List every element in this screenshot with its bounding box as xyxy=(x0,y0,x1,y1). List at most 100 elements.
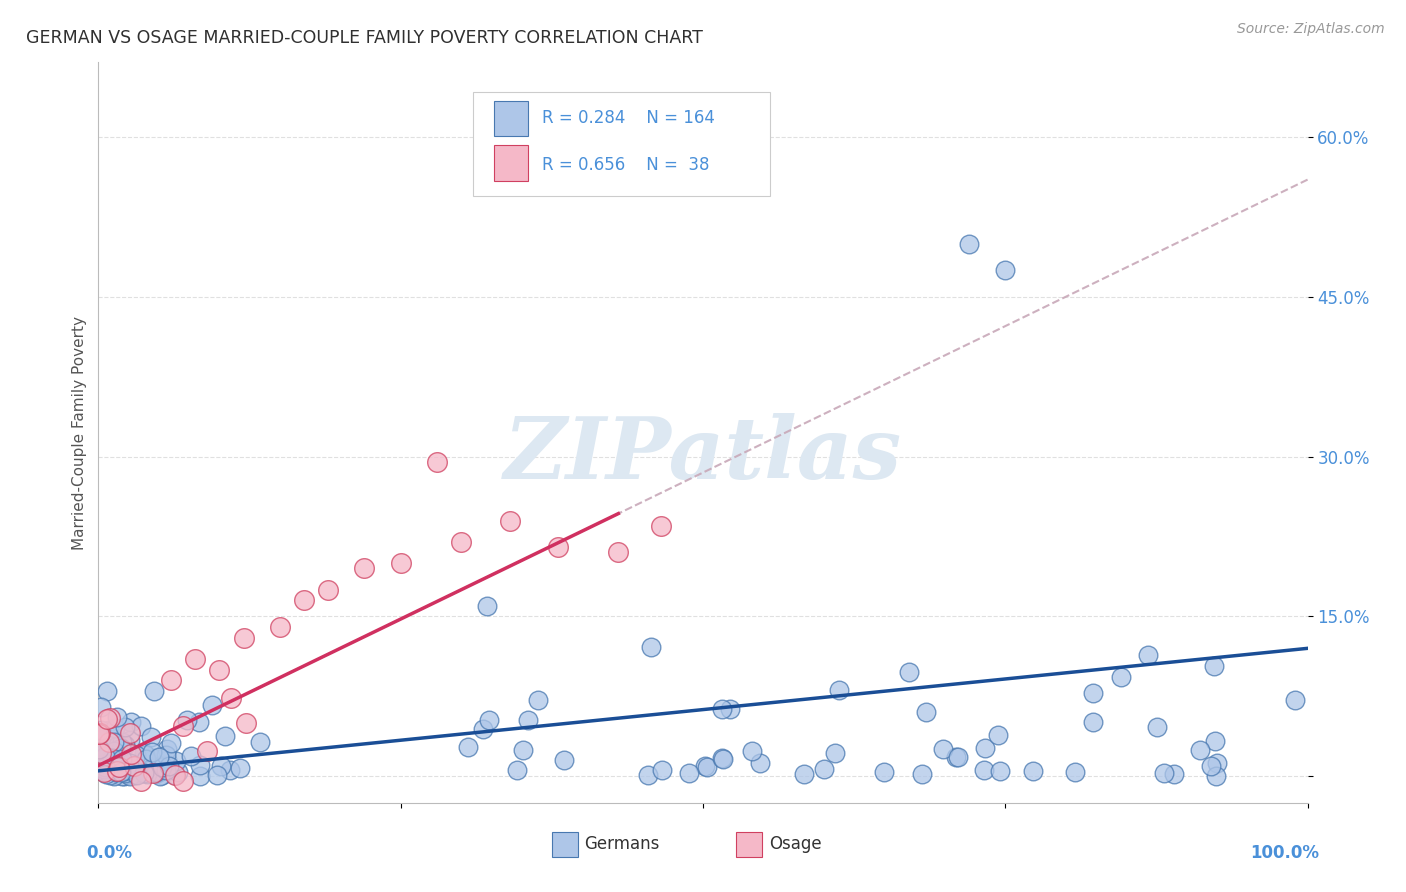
Point xyxy=(121,764,143,779)
Point xyxy=(911,767,934,781)
Point xyxy=(90,757,112,772)
Point xyxy=(506,763,529,777)
Point xyxy=(607,545,630,559)
Point xyxy=(89,743,111,757)
FancyBboxPatch shape xyxy=(551,832,578,857)
FancyBboxPatch shape xyxy=(474,92,769,195)
Point xyxy=(526,692,548,706)
Point xyxy=(96,712,118,726)
Point xyxy=(208,663,231,677)
Point xyxy=(107,738,129,752)
Point xyxy=(1163,767,1185,781)
Point xyxy=(974,741,997,756)
Point xyxy=(155,747,177,762)
Point xyxy=(124,768,146,782)
Point xyxy=(114,765,136,780)
Point xyxy=(142,751,165,765)
Point xyxy=(235,716,257,731)
Point xyxy=(471,722,494,736)
Point xyxy=(292,593,315,607)
Point xyxy=(118,733,141,747)
Point xyxy=(118,769,141,783)
Point xyxy=(112,739,135,753)
Point xyxy=(117,766,139,780)
FancyBboxPatch shape xyxy=(494,145,527,181)
Point xyxy=(155,763,177,777)
Point xyxy=(135,752,157,766)
Point xyxy=(112,766,135,780)
Point xyxy=(107,760,129,774)
Point xyxy=(129,774,152,789)
Y-axis label: Married-Couple Family Poverty: Married-Couple Family Poverty xyxy=(72,316,87,549)
Point xyxy=(111,769,134,783)
Point xyxy=(90,699,112,714)
Point xyxy=(111,735,134,749)
Point xyxy=(651,763,673,777)
Point xyxy=(100,748,122,763)
Point xyxy=(201,698,224,713)
Point xyxy=(127,765,149,780)
Point xyxy=(118,726,141,740)
Text: Germans: Germans xyxy=(585,835,659,853)
Point xyxy=(90,746,112,760)
Point xyxy=(107,768,129,782)
Point xyxy=(1205,756,1227,770)
Point xyxy=(105,755,128,769)
Point xyxy=(1205,769,1227,783)
Point xyxy=(115,765,138,780)
Point xyxy=(149,769,172,783)
Point xyxy=(988,764,1011,779)
Point xyxy=(125,747,148,762)
Point xyxy=(110,765,132,780)
Point xyxy=(132,746,155,760)
Point xyxy=(1202,658,1225,673)
Point xyxy=(167,765,190,780)
Point xyxy=(134,748,156,763)
Point xyxy=(678,765,700,780)
Point xyxy=(457,740,479,755)
Point xyxy=(219,763,242,777)
Point xyxy=(120,714,142,729)
Point xyxy=(114,738,136,752)
Point xyxy=(111,752,134,766)
Point xyxy=(1063,765,1085,780)
Point xyxy=(145,765,167,780)
Text: Osage: Osage xyxy=(769,835,823,853)
Point xyxy=(793,767,815,781)
Point xyxy=(163,768,186,782)
Point xyxy=(142,684,165,698)
Point xyxy=(112,769,135,783)
Point xyxy=(136,766,159,780)
Point xyxy=(103,743,125,757)
Point xyxy=(232,631,254,645)
Point xyxy=(101,731,124,746)
Point xyxy=(1109,669,1132,683)
Point xyxy=(103,768,125,782)
Point xyxy=(1146,720,1168,734)
Point xyxy=(96,684,118,698)
Point xyxy=(249,735,271,749)
Point xyxy=(90,764,112,779)
Point xyxy=(176,713,198,727)
Point xyxy=(101,751,124,765)
Point xyxy=(450,534,472,549)
Point xyxy=(184,652,207,666)
Point xyxy=(547,540,569,554)
Point xyxy=(93,762,115,776)
Point xyxy=(172,774,194,789)
Point xyxy=(478,714,501,728)
Point xyxy=(1022,764,1045,778)
Point xyxy=(512,742,534,756)
Point xyxy=(316,582,339,597)
Point xyxy=(157,758,180,772)
Point xyxy=(93,745,115,759)
Point xyxy=(160,673,183,688)
Point xyxy=(139,730,162,744)
Point xyxy=(115,761,138,775)
Point xyxy=(214,729,236,743)
Point xyxy=(105,764,128,779)
Point xyxy=(165,755,187,769)
Point xyxy=(188,758,211,772)
Point xyxy=(150,757,173,772)
Point xyxy=(873,764,896,779)
